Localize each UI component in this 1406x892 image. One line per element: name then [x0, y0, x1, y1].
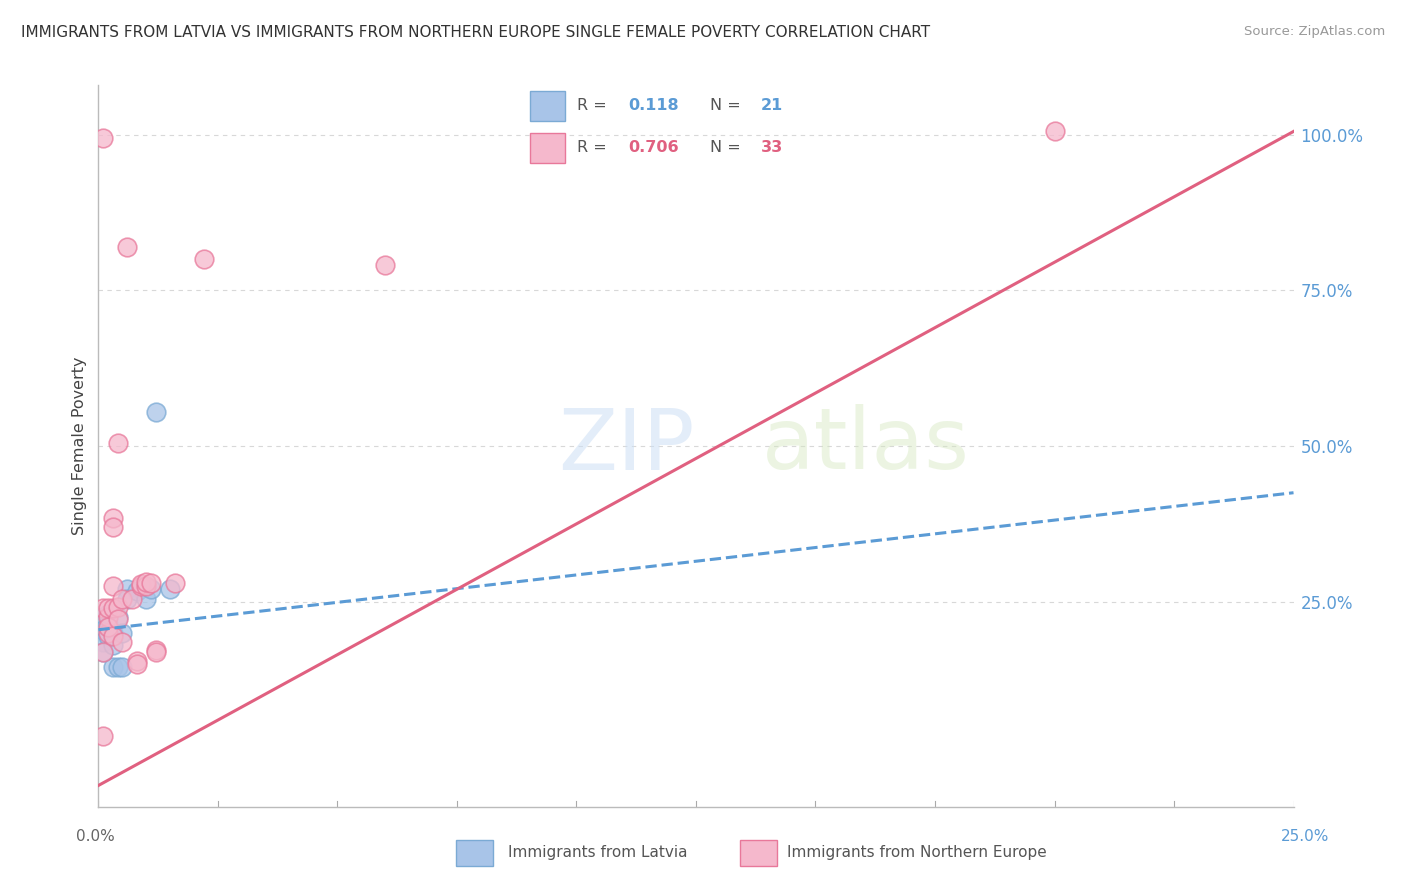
Point: [101, 660, 124, 674]
Point: [145, 643, 167, 657]
Bar: [456, 840, 492, 866]
Point: [139, 582, 162, 597]
Point: [101, 638, 124, 652]
Point: [91, 601, 114, 615]
Point: [101, 579, 124, 593]
Point: [97, 629, 120, 643]
Point: [111, 635, 134, 649]
Point: [145, 405, 167, 419]
Point: [139, 576, 162, 591]
Point: [115, 240, 138, 254]
Point: [115, 591, 138, 606]
Point: [121, 591, 143, 606]
Point: [107, 599, 129, 614]
Text: 0.706: 0.706: [627, 140, 679, 155]
Point: [111, 660, 134, 674]
Point: [135, 579, 157, 593]
Text: R =: R =: [578, 98, 612, 113]
Text: Source: ZipAtlas.com: Source: ZipAtlas.com: [1244, 25, 1385, 38]
Point: [115, 582, 138, 597]
Text: atlas: atlas: [762, 404, 970, 488]
Point: [101, 520, 124, 534]
Point: [91, 623, 114, 637]
Point: [163, 576, 186, 591]
Point: [107, 436, 129, 450]
Point: [131, 579, 153, 593]
Text: 25.0%: 25.0%: [1281, 830, 1329, 844]
Point: [91, 130, 114, 145]
Point: [97, 607, 120, 622]
Point: [125, 657, 148, 671]
Text: 0.118: 0.118: [627, 98, 679, 113]
Point: [91, 644, 114, 658]
Y-axis label: Single Female Poverty: Single Female Poverty: [72, 357, 87, 535]
Point: [131, 577, 153, 591]
Point: [159, 582, 181, 597]
Point: [101, 601, 124, 615]
Point: [111, 625, 134, 640]
Text: R =: R =: [578, 140, 612, 155]
Point: [107, 612, 129, 626]
Point: [97, 616, 120, 631]
Point: [193, 252, 215, 267]
Point: [111, 591, 134, 606]
Text: 33: 33: [761, 140, 783, 155]
Text: 0.0%: 0.0%: [76, 830, 115, 844]
Point: [101, 510, 124, 524]
Point: [101, 625, 124, 640]
Text: IMMIGRANTS FROM LATVIA VS IMMIGRANTS FROM NORTHERN EUROPE SINGLE FEMALE POVERTY : IMMIGRANTS FROM LATVIA VS IMMIGRANTS FRO…: [21, 25, 931, 40]
Point: [91, 635, 114, 649]
Point: [374, 259, 396, 273]
Text: N =: N =: [710, 140, 747, 155]
Point: [107, 660, 129, 674]
Point: [1043, 124, 1066, 138]
Point: [91, 644, 114, 658]
Text: N =: N =: [710, 98, 747, 113]
Point: [97, 625, 120, 640]
Point: [91, 610, 114, 624]
Point: [125, 654, 148, 668]
Point: [135, 591, 157, 606]
Bar: [740, 840, 778, 866]
Point: [97, 601, 120, 615]
Bar: [530, 133, 565, 162]
Point: [97, 619, 120, 633]
Text: Immigrants from Latvia: Immigrants from Latvia: [508, 845, 688, 860]
Point: [107, 610, 129, 624]
Point: [125, 583, 148, 598]
Point: [91, 729, 114, 743]
Text: Immigrants from Northern Europe: Immigrants from Northern Europe: [786, 845, 1046, 860]
Text: ZIP: ZIP: [558, 404, 695, 488]
Point: [101, 629, 124, 643]
Point: [145, 644, 167, 658]
Text: 21: 21: [761, 98, 783, 113]
Point: [135, 574, 157, 589]
Bar: [530, 91, 565, 120]
Point: [97, 610, 120, 624]
